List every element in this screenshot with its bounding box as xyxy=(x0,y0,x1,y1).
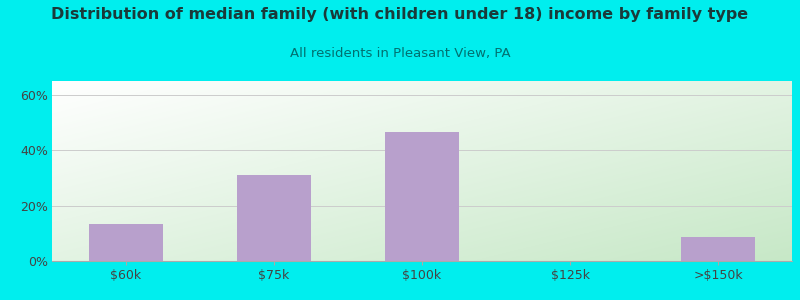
Bar xyxy=(385,132,459,261)
Text: Distribution of median family (with children under 18) income by family type: Distribution of median family (with chil… xyxy=(51,8,749,22)
Text: All residents in Pleasant View, PA: All residents in Pleasant View, PA xyxy=(290,46,510,59)
Bar xyxy=(89,224,163,261)
Bar xyxy=(237,175,311,261)
Bar xyxy=(681,238,755,261)
